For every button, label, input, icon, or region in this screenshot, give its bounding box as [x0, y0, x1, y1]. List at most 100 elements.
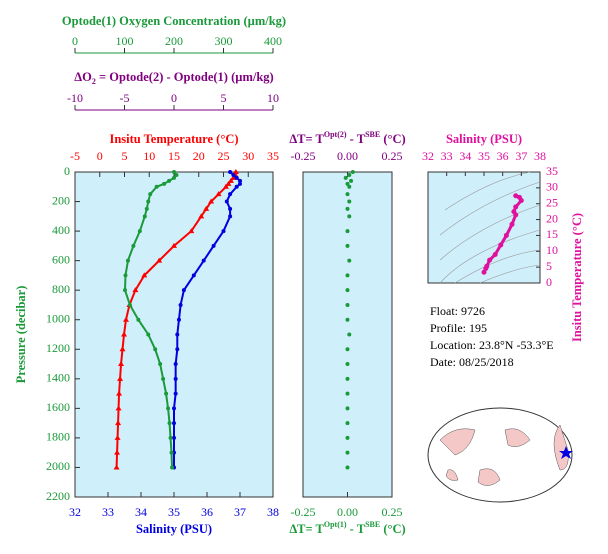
point: [153, 347, 158, 352]
y-tick-label: 0: [64, 164, 70, 178]
y-tick-label: 30: [546, 180, 558, 194]
point: [116, 390, 123, 396]
title-part: SBE: [365, 520, 380, 529]
y-tick-label: 20: [546, 211, 558, 225]
point: [347, 172, 352, 177]
float-info: Float: 9726: [430, 304, 485, 318]
tick-label: 10: [267, 91, 279, 105]
float-info: Location: 23.8°N -53.3°E: [430, 338, 554, 352]
point: [492, 251, 498, 257]
point: [175, 347, 180, 352]
tick-label: 34: [135, 505, 147, 519]
point: [345, 317, 350, 322]
contour: [439, 229, 541, 284]
point: [115, 405, 122, 411]
y-tick-label: 1400: [46, 371, 70, 385]
tick-label: 25: [218, 149, 230, 163]
density-contours: [439, 171, 541, 284]
point: [347, 332, 352, 337]
title-part: - T: [347, 132, 366, 146]
contour: [444, 171, 531, 211]
point: [228, 214, 233, 219]
point: [503, 232, 509, 238]
point: [227, 177, 234, 183]
y-tick-label: 400: [52, 223, 70, 237]
point: [483, 265, 489, 271]
y-tick-label: 1200: [46, 341, 70, 355]
x-tick-label: 33: [441, 149, 453, 163]
point: [347, 184, 352, 189]
point: [228, 206, 233, 211]
tick-label: -0.25: [291, 149, 316, 163]
point: [345, 465, 350, 470]
x-tick-label: 35: [478, 149, 490, 163]
point: [221, 229, 226, 234]
axis-title: Optode(1) Oxygen Concentration (µm/kg): [62, 14, 286, 28]
point: [345, 243, 350, 248]
tick-label: 0.25: [382, 505, 403, 519]
point: [167, 178, 172, 183]
point: [350, 170, 355, 174]
y-tick-label: 600: [52, 252, 70, 266]
axis-title: ΔO2 = Optode(2) - Optode(1) (µm/kg): [74, 70, 273, 86]
point: [127, 302, 132, 307]
tick-label: 0.25: [382, 149, 403, 163]
y-tick-label: 1600: [46, 400, 70, 414]
tick-label: 33: [102, 505, 114, 519]
point: [144, 206, 149, 211]
point: [225, 180, 232, 186]
point: [132, 287, 139, 293]
point: [343, 175, 348, 180]
tick-label: 200: [165, 34, 183, 48]
point: [345, 450, 350, 455]
point: [114, 449, 121, 455]
point: [172, 421, 176, 426]
point: [231, 172, 236, 177]
point: [234, 184, 239, 189]
float-info: Profile: 195: [430, 321, 487, 335]
title-part: ΔO: [74, 70, 92, 84]
title-part: Insitu Temperature (°C): [109, 132, 238, 146]
point: [146, 199, 151, 204]
axis-title: ΔT= TOpt(2) - TSBE (°C): [289, 130, 405, 146]
point: [170, 465, 175, 470]
tick-label: 5: [122, 149, 128, 163]
point: [121, 331, 128, 337]
tick-label: 32: [69, 505, 81, 519]
tick-label: -5: [120, 91, 130, 105]
tick-label: 0: [72, 34, 78, 48]
point: [188, 228, 195, 234]
tick-label: 100: [116, 34, 134, 48]
point: [349, 178, 354, 183]
axis-title: ΔT= TOpt(1) - TSBE (°C): [289, 520, 405, 536]
point: [118, 361, 125, 367]
point: [113, 464, 120, 470]
point: [181, 288, 186, 293]
point: [345, 288, 350, 293]
point: [238, 181, 242, 186]
point: [215, 191, 222, 197]
point: [201, 258, 206, 263]
point: [345, 273, 350, 278]
title-part: Opt(1): [324, 520, 347, 529]
point: [117, 375, 124, 381]
point: [198, 213, 205, 219]
point: [172, 170, 176, 174]
point: [345, 181, 350, 186]
y-axis-title: Pressure (decibar): [14, 286, 28, 384]
point: [224, 199, 229, 204]
point: [345, 206, 350, 211]
point: [119, 346, 126, 352]
point: [154, 184, 159, 189]
point: [164, 391, 169, 396]
point: [347, 258, 352, 263]
tick-label: -5: [70, 149, 80, 163]
tick-label: 35: [267, 149, 279, 163]
land: [439, 424, 569, 486]
y-axis-title: Insitu Temperature (°C): [570, 213, 584, 342]
y-tick-label: 2200: [46, 489, 70, 503]
point: [513, 193, 519, 199]
point: [146, 332, 151, 337]
point: [175, 332, 180, 337]
point: [345, 302, 350, 307]
